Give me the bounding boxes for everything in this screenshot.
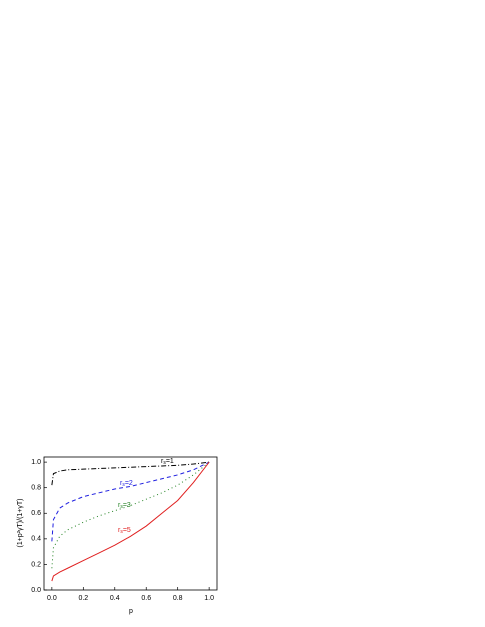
y-tick-label: 0.2 (31, 561, 41, 568)
x-tick-label: 0.4 (110, 595, 120, 602)
x-tick-label: 0.8 (173, 595, 183, 602)
y-axis-label: (1+p²γT)/(1+γT) (17, 498, 24, 547)
series-label: rs=2 (120, 480, 133, 488)
x-tick-label: 0.6 (141, 595, 151, 602)
plot-frame (43, 456, 218, 591)
series-label: rs=1 (161, 458, 174, 466)
series-label: rs=3 (118, 502, 131, 510)
line-series (51, 461, 210, 486)
y-tick-label: 0.8 (31, 485, 41, 492)
x-tick-label: 1.0 (204, 595, 214, 602)
x-tick-label: 0.2 (78, 595, 88, 602)
y-tick-label: 0.6 (31, 510, 41, 517)
x-tick-label: 0.0 (47, 595, 57, 602)
line-series (51, 461, 210, 542)
y-tick-label: 0.4 (31, 536, 41, 543)
series-label: rs=5 (118, 527, 131, 535)
x-axis-label: p (129, 608, 133, 615)
y-tick-label: 0.0 (31, 587, 41, 594)
line-series (51, 461, 210, 569)
line-series (51, 461, 210, 582)
y-tick-label: 1.0 (31, 459, 41, 466)
